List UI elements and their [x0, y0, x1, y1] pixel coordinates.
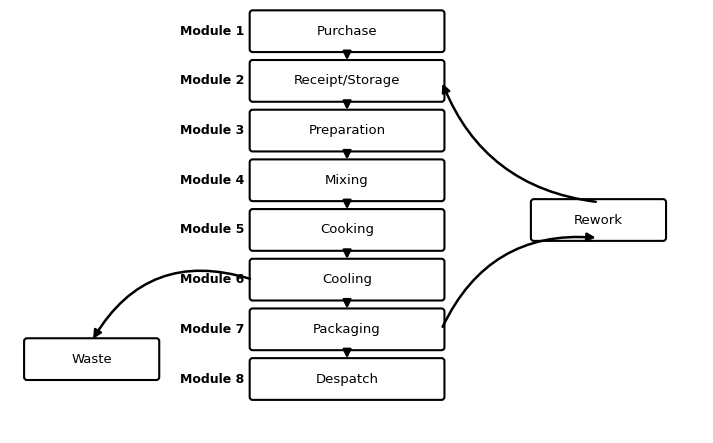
Text: Cooling: Cooling: [322, 273, 372, 286]
Text: Waste: Waste: [71, 353, 112, 365]
Text: Module 5: Module 5: [180, 223, 245, 237]
Text: Mixing: Mixing: [325, 174, 369, 187]
FancyBboxPatch shape: [531, 199, 666, 241]
Text: Despatch: Despatch: [316, 373, 379, 385]
FancyBboxPatch shape: [250, 209, 444, 251]
Text: Receipt/Storage: Receipt/Storage: [294, 74, 400, 87]
FancyBboxPatch shape: [250, 10, 444, 52]
Text: Module 4: Module 4: [180, 174, 245, 187]
FancyArrowPatch shape: [443, 86, 596, 202]
FancyBboxPatch shape: [250, 110, 444, 152]
Text: Cooking: Cooking: [320, 223, 374, 237]
Text: Module 7: Module 7: [180, 323, 245, 336]
FancyBboxPatch shape: [24, 338, 159, 380]
Text: Module 2: Module 2: [180, 74, 245, 87]
Text: Module 8: Module 8: [180, 373, 245, 385]
Text: Module 3: Module 3: [180, 124, 245, 137]
Text: Preparation: Preparation: [309, 124, 386, 137]
FancyBboxPatch shape: [250, 159, 444, 201]
Text: Purchase: Purchase: [317, 25, 377, 38]
FancyArrowPatch shape: [443, 233, 593, 327]
Text: Rework: Rework: [574, 214, 623, 226]
Text: Packaging: Packaging: [313, 323, 381, 336]
Text: Module 6: Module 6: [180, 273, 245, 286]
FancyBboxPatch shape: [250, 259, 444, 300]
FancyArrowPatch shape: [95, 271, 250, 337]
FancyBboxPatch shape: [250, 308, 444, 350]
FancyBboxPatch shape: [250, 60, 444, 102]
Text: Module 1: Module 1: [180, 25, 245, 38]
FancyBboxPatch shape: [250, 358, 444, 400]
